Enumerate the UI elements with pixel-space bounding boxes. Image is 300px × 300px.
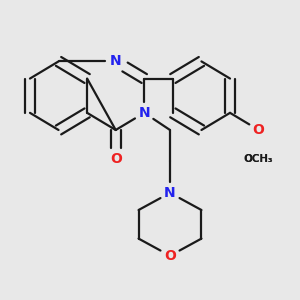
Text: OCH₃: OCH₃: [244, 154, 274, 164]
Text: N: N: [110, 54, 122, 68]
Text: N: N: [139, 106, 150, 120]
Text: O: O: [164, 249, 176, 263]
Text: N: N: [164, 186, 176, 200]
Text: O: O: [110, 152, 122, 166]
Text: O: O: [253, 123, 265, 137]
Text: OCH₃: OCH₃: [245, 154, 272, 164]
